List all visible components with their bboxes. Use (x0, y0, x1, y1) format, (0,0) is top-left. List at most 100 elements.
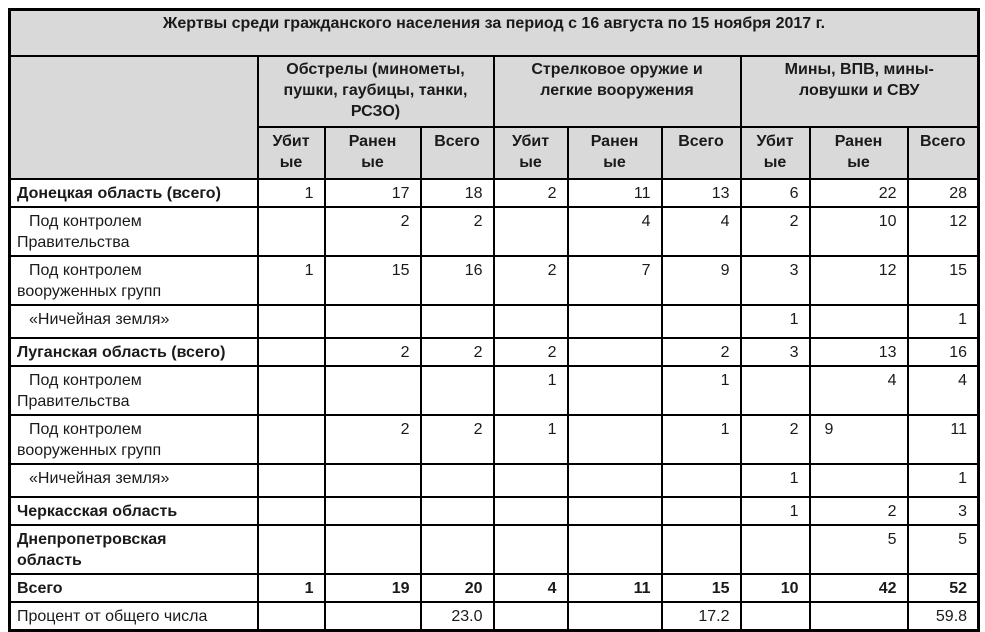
table-title: Жертвы среди гражданского населения за п… (8, 8, 980, 57)
data-cell: 3 (739, 254, 811, 306)
data-cell: 10 (808, 205, 909, 257)
data-cell (323, 303, 422, 339)
table-row: Днепропетровская область 5 5 (8, 523, 980, 575)
data-cell (808, 462, 909, 498)
data-cell: 13 (660, 177, 742, 208)
data-cell: 15 (906, 254, 980, 306)
data-cell: 2 (419, 205, 495, 257)
subheader-total: Всего (660, 125, 742, 180)
data-cell: 2 (323, 205, 422, 257)
data-cell: 10 (739, 572, 811, 603)
row-label: Луганская область (всего) (8, 336, 259, 367)
data-cell: 1 (492, 413, 569, 465)
row-label: Под контролем вооруженных групп (8, 413, 259, 465)
subheader-injured: Ранен ые (323, 125, 422, 180)
subheader-total: Всего (419, 125, 495, 180)
table-row: Луганская область (всего) 2 2 2 2 3 13 16 (8, 336, 980, 367)
data-cell (566, 413, 663, 465)
data-cell: 1 (906, 462, 980, 498)
row-label: Всего (8, 572, 259, 603)
data-cell: 2 (808, 495, 909, 526)
table-row: Под контролем Правительства 1 1 4 4 (8, 364, 980, 416)
data-cell: 19 (323, 572, 422, 603)
data-cell: 5 (808, 523, 909, 575)
data-cell: 1 (906, 303, 980, 339)
row-label: Под контролем вооруженных групп (8, 254, 259, 306)
data-cell: 42 (808, 572, 909, 603)
data-cell: 2 (492, 336, 569, 367)
data-cell (256, 364, 326, 416)
data-cell (566, 364, 663, 416)
data-cell (566, 523, 663, 575)
table-row: Под контролем вооруженных групп 1 15 16 2 7 9 3… (8, 254, 980, 306)
data-cell: 1 (739, 462, 811, 498)
data-cell (323, 523, 422, 575)
data-cell (660, 303, 742, 339)
data-cell (256, 495, 326, 526)
data-cell: 1 (660, 413, 742, 465)
subheader-killed: Убит ые (492, 125, 569, 180)
data-cell: 12 (906, 205, 980, 257)
data-cell (419, 523, 495, 575)
data-cell: 17 (323, 177, 422, 208)
data-cell: 52 (906, 572, 980, 603)
data-cell: 11 (566, 177, 663, 208)
table-row: Донецкая область (всего) 1 17 18 2 11 13 6 22 28 (8, 177, 980, 208)
column-group-small-arms: Стрелковое оружие и легкие вооружения (492, 54, 742, 128)
corner-cell (8, 54, 259, 180)
table-row: Под контролем вооруженных групп 2 2 1 1 2 9 11 (8, 413, 980, 465)
data-cell (492, 523, 569, 575)
data-cell (739, 523, 811, 575)
data-cell (808, 303, 909, 339)
data-cell: 15 (660, 572, 742, 603)
data-cell: 16 (906, 336, 980, 367)
data-cell: 16 (419, 254, 495, 306)
sub-header-row: Убит ые Ранен ые Всего Убит ые Ранен ые … (10, 125, 980, 180)
data-cell: 1 (256, 572, 326, 603)
data-cell (256, 303, 326, 339)
data-cell (660, 462, 742, 498)
data-cell (566, 303, 663, 339)
data-cell (256, 413, 326, 465)
subheader-injured: Ранен ые (808, 125, 909, 180)
data-cell: 4 (660, 205, 742, 257)
data-cell: 2 (323, 336, 422, 367)
data-cell: 9 (808, 413, 909, 465)
data-cell: 4 (808, 364, 909, 416)
data-cell: 7 (566, 254, 663, 306)
data-cell (566, 336, 663, 367)
data-cell (256, 462, 326, 498)
data-cell: 2 (660, 336, 742, 367)
table-row: «Ничейная земля» 1 1 (8, 303, 980, 339)
data-cell: 2 (739, 205, 811, 257)
data-cell: 11 (566, 572, 663, 603)
data-cell: 11 (906, 413, 980, 465)
data-cell (323, 462, 422, 498)
column-group-shelling: Обстрелы (минометы, пушки, гаубицы, танк… (256, 54, 495, 128)
row-label: Днепропетровская область (8, 523, 259, 575)
data-cell (660, 495, 742, 526)
data-cell (256, 205, 326, 257)
row-label: Под контролем Правительства (8, 364, 259, 416)
data-cell: 13 (808, 336, 909, 367)
data-cell: 1 (492, 364, 569, 416)
column-group-mines: Мины, ВПВ, мины- ловушки и СВУ (739, 54, 980, 128)
data-cell: 4 (566, 205, 663, 257)
data-cell (419, 303, 495, 339)
data-cell (419, 495, 495, 526)
data-cell (419, 462, 495, 498)
table-row: Под контролем Правительства 2 2 4 4 2 10 12 (8, 205, 980, 257)
subheader-killed: Убит ые (739, 125, 811, 180)
table-row: Черкасская область 1 2 3 (8, 495, 980, 526)
data-cell: 18 (419, 177, 495, 208)
table-row: Всего 1 19 20 4 11 15 10 42 52 (8, 572, 980, 603)
data-cell: 28 (906, 177, 980, 208)
subheader-killed: Убит ые (256, 125, 326, 180)
row-label: «Ничейная земля» (8, 462, 259, 498)
data-cell: 4 (492, 572, 569, 603)
casualties-table: Жертвы среди гражданского населения за п… (8, 8, 981, 632)
data-cell (492, 462, 569, 498)
data-cell: 15 (323, 254, 422, 306)
data-cell (660, 523, 742, 575)
